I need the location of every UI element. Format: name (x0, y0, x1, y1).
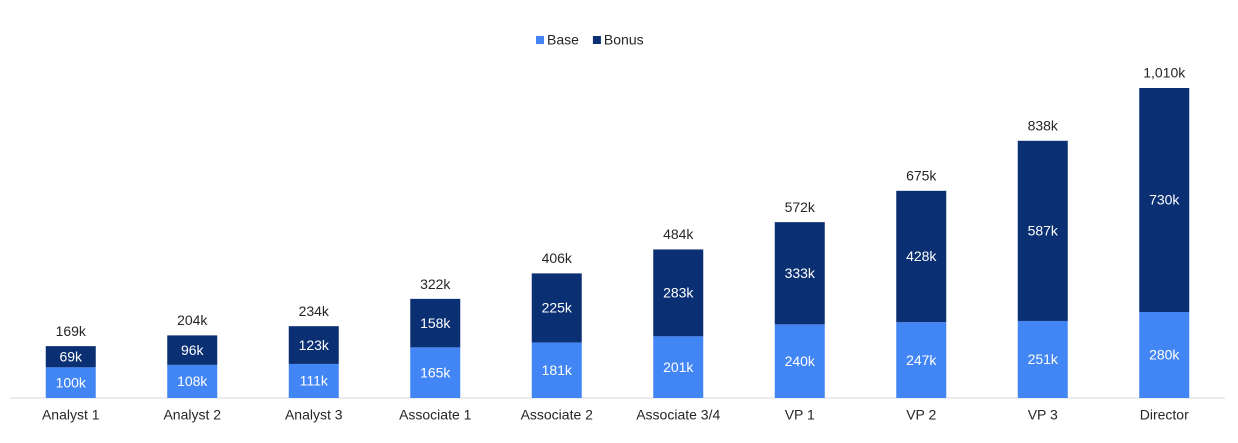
bar-segment (1017, 140, 1068, 321)
value-label: 587k (1028, 223, 1059, 239)
value-label: 158k (420, 315, 451, 331)
bar-segment (167, 364, 218, 398)
value-label: 100k (56, 374, 87, 390)
value-label: 225k (542, 300, 573, 316)
legend-label: Bonus (604, 32, 644, 48)
bar-segment (774, 222, 825, 325)
bar-segment (45, 367, 96, 398)
bar-segment (410, 347, 461, 398)
bar-segment (45, 346, 96, 368)
bar-segment (1139, 312, 1190, 398)
bar-segment (896, 190, 947, 323)
bar-segment (288, 326, 339, 364)
legend-label: Base (547, 32, 579, 48)
bar-segment (531, 342, 582, 398)
legend-swatch (592, 36, 601, 44)
x-tick-label: Director (1140, 407, 1189, 423)
value-label: 240k (785, 353, 816, 369)
x-tick-label: VP 2 (906, 407, 936, 423)
value-label: 96k (181, 342, 205, 358)
value-label: 108k (177, 373, 208, 389)
x-tick-label: VP 1 (785, 407, 815, 423)
x-tick-label: Analyst 1 (42, 407, 100, 423)
bar-segment (167, 335, 218, 365)
value-label: 165k (420, 364, 451, 380)
total-label: 204k (177, 312, 208, 328)
bar-segment (774, 324, 825, 398)
value-label: 247k (906, 352, 937, 368)
total-label: 406k (542, 250, 573, 266)
value-label: 730k (1149, 192, 1180, 208)
bar-segment (531, 273, 582, 343)
bar-segment (1139, 88, 1190, 313)
value-label: 280k (1149, 347, 1180, 363)
total-label: 484k (663, 226, 694, 242)
bar-segment (288, 363, 339, 398)
total-label: 1,010k (1143, 65, 1186, 81)
value-label: 428k (906, 248, 937, 264)
x-tick-label: Analyst 2 (163, 407, 221, 423)
bar-segment (653, 249, 704, 337)
legend-swatch (536, 36, 544, 44)
total-label: 234k (299, 303, 330, 319)
value-label: 181k (542, 362, 573, 378)
value-label: 283k (663, 285, 694, 301)
bar-segment (653, 336, 704, 398)
value-label: 333k (785, 265, 816, 281)
x-tick-label: Associate 3/4 (636, 407, 720, 423)
x-tick-label: Associate 2 (521, 407, 594, 423)
x-tick-label: Analyst 3 (285, 407, 343, 423)
value-label: 201k (663, 359, 694, 375)
value-label: 69k (59, 348, 83, 364)
x-tick-label: VP 3 (1028, 407, 1058, 423)
bar-segment (1017, 320, 1068, 398)
value-label: 251k (1028, 351, 1059, 367)
value-label: 123k (299, 337, 330, 353)
x-tick-label: Associate 1 (399, 407, 472, 423)
total-label: 322k (420, 276, 451, 292)
bar-segment (896, 322, 947, 398)
total-label: 675k (906, 168, 937, 184)
total-label: 169k (56, 323, 87, 339)
bar-segment (410, 298, 461, 348)
value-label: 111k (300, 373, 329, 389)
total-label: 838k (1028, 117, 1059, 133)
total-label: 572k (785, 199, 816, 215)
